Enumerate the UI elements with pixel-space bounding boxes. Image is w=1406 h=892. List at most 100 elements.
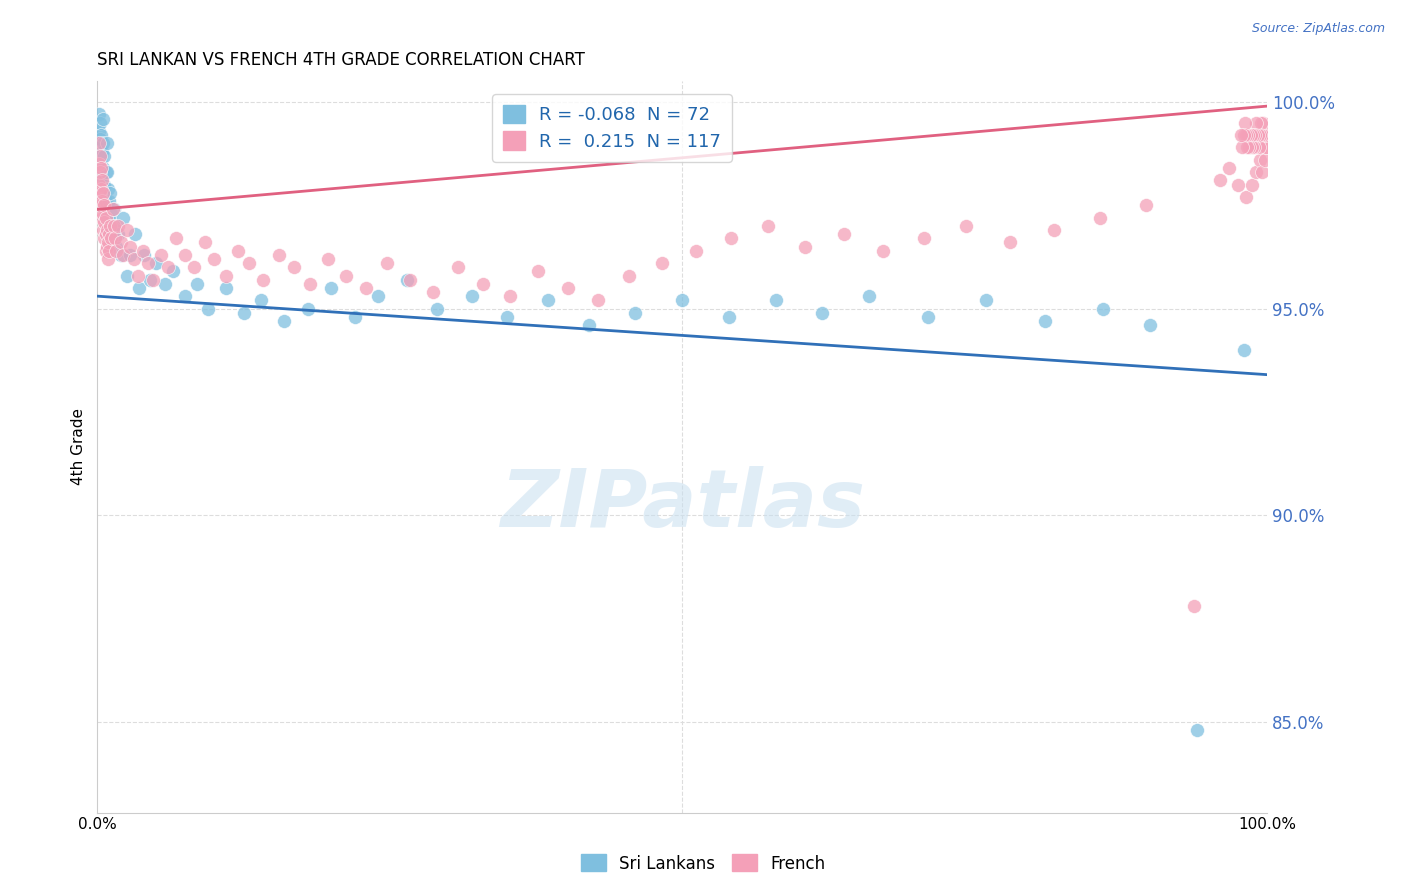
Point xyxy=(165,231,187,245)
Point xyxy=(499,289,522,303)
Point xyxy=(367,289,389,303)
Point xyxy=(1251,128,1274,142)
Point xyxy=(87,140,110,154)
Point xyxy=(1240,140,1263,154)
Point xyxy=(97,235,120,250)
Point xyxy=(1033,314,1056,328)
Point xyxy=(134,248,156,262)
Point xyxy=(149,248,172,262)
Point xyxy=(1254,140,1277,154)
Point xyxy=(90,198,112,212)
Point xyxy=(398,272,420,286)
Point xyxy=(1249,128,1271,142)
Point xyxy=(89,186,111,200)
Point xyxy=(1234,190,1257,204)
Point xyxy=(90,182,112,196)
Point xyxy=(624,306,647,320)
Point xyxy=(273,314,295,328)
Point xyxy=(174,289,197,303)
Point xyxy=(1240,178,1263,192)
Point xyxy=(1092,301,1115,316)
Point xyxy=(557,281,579,295)
Point xyxy=(1185,723,1208,737)
Point xyxy=(90,149,112,163)
Point xyxy=(90,128,112,142)
Point xyxy=(98,194,121,209)
Point xyxy=(1246,165,1268,179)
Point xyxy=(93,198,115,212)
Point xyxy=(832,227,855,242)
Point xyxy=(115,223,138,237)
Point xyxy=(1246,128,1268,142)
Point xyxy=(998,235,1021,250)
Point xyxy=(578,318,600,332)
Point xyxy=(460,289,482,303)
Point xyxy=(142,272,165,286)
Text: Source: ZipAtlas.com: Source: ZipAtlas.com xyxy=(1251,22,1385,36)
Legend: Sri Lankans, French: Sri Lankans, French xyxy=(574,847,832,880)
Point xyxy=(299,277,322,291)
Point xyxy=(215,268,238,283)
Point xyxy=(89,132,111,146)
Point xyxy=(98,186,121,200)
Point xyxy=(104,219,127,233)
Point xyxy=(232,306,254,320)
Point xyxy=(425,301,447,316)
Point xyxy=(1237,128,1260,142)
Point xyxy=(87,178,110,192)
Point xyxy=(1232,343,1254,357)
Point xyxy=(1139,318,1161,332)
Point xyxy=(1232,140,1254,154)
Point xyxy=(720,231,742,245)
Point xyxy=(717,310,740,324)
Point xyxy=(1088,211,1111,225)
Point xyxy=(87,136,110,151)
Point xyxy=(101,202,124,217)
Point xyxy=(96,239,118,253)
Point xyxy=(671,293,693,308)
Point xyxy=(238,256,260,270)
Point xyxy=(93,231,115,245)
Point xyxy=(89,116,111,130)
Point xyxy=(128,281,150,295)
Point xyxy=(132,244,155,258)
Point xyxy=(96,223,118,237)
Point xyxy=(97,182,120,196)
Point xyxy=(89,149,111,163)
Point xyxy=(1239,128,1261,142)
Point xyxy=(156,260,179,275)
Point xyxy=(91,136,114,151)
Point xyxy=(91,186,114,200)
Point xyxy=(1226,178,1249,192)
Point xyxy=(124,227,146,242)
Point xyxy=(103,219,125,233)
Point xyxy=(105,239,128,253)
Point xyxy=(226,244,249,258)
Point xyxy=(96,136,118,151)
Point xyxy=(955,219,977,233)
Point xyxy=(90,169,112,184)
Point xyxy=(162,264,184,278)
Point xyxy=(104,231,127,245)
Point xyxy=(153,277,176,291)
Point xyxy=(91,161,114,175)
Point xyxy=(1234,128,1257,142)
Point xyxy=(1253,128,1275,142)
Point xyxy=(872,244,894,258)
Point xyxy=(91,206,114,220)
Point xyxy=(472,277,495,291)
Point xyxy=(93,178,115,192)
Point xyxy=(917,310,939,324)
Point xyxy=(1256,128,1278,142)
Point xyxy=(1253,116,1275,130)
Point xyxy=(90,161,112,175)
Point xyxy=(1254,140,1277,154)
Point xyxy=(202,252,225,266)
Point xyxy=(250,293,273,308)
Point xyxy=(91,165,114,179)
Legend: R = -0.068  N = 72, R =  0.215  N = 117: R = -0.068 N = 72, R = 0.215 N = 117 xyxy=(492,94,731,161)
Point xyxy=(793,239,815,253)
Point xyxy=(110,235,132,250)
Point xyxy=(377,256,399,270)
Point xyxy=(139,272,162,286)
